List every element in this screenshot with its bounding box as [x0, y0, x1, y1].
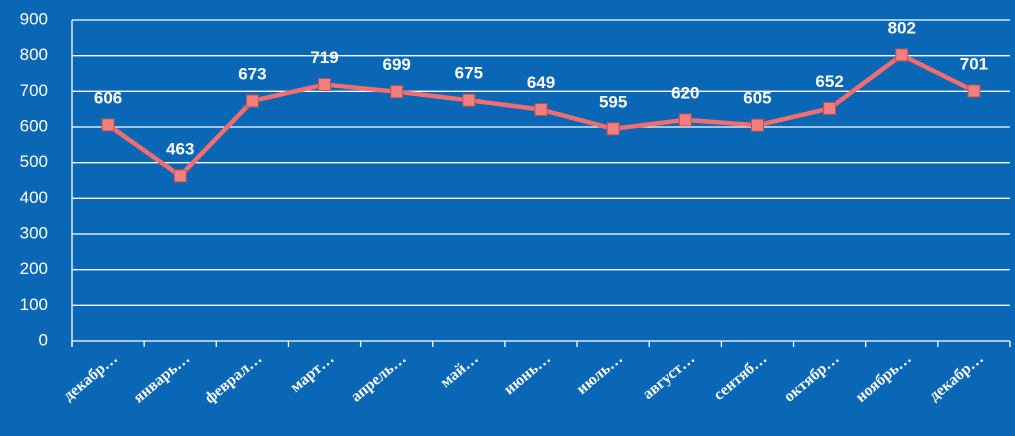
data-label: 595: [599, 92, 627, 111]
data-label: 675: [455, 64, 483, 83]
data-label: 652: [815, 72, 843, 91]
x-tick-label: июль…: [573, 350, 626, 398]
y-tick-label: 100: [20, 295, 48, 314]
marker: [606, 122, 620, 136]
marker: [967, 84, 981, 98]
data-label: 701: [960, 54, 988, 73]
y-tick-label: 300: [20, 223, 48, 242]
data-label: 605: [743, 89, 771, 108]
x-tick-label: май…: [437, 350, 482, 391]
marker: [823, 101, 837, 115]
data-label: 606: [94, 88, 122, 107]
data-label: 620: [671, 83, 699, 102]
marker: [678, 113, 692, 127]
y-tick-label: 700: [20, 81, 48, 100]
x-tick-label: сентяб…: [710, 350, 770, 404]
y-tick-label: 400: [20, 188, 48, 207]
data-label: 673: [238, 64, 266, 83]
marker: [101, 118, 115, 132]
x-tick-label: январь…: [130, 350, 193, 407]
y-tick-label: 0: [39, 330, 48, 349]
x-tick-label: август…: [640, 350, 699, 403]
data-label: 463: [166, 139, 194, 158]
x-tick-label: июнь…: [501, 350, 554, 398]
y-tick-label: 200: [20, 259, 48, 278]
data-label: 802: [888, 18, 916, 37]
marker: [318, 78, 332, 92]
data-label: 719: [310, 48, 338, 67]
marker: [173, 169, 187, 183]
marker: [895, 48, 909, 62]
x-tick-label: апрель…: [348, 350, 410, 406]
x-tick-label: ноябрь…: [852, 350, 914, 406]
marker: [750, 118, 764, 132]
x-tick-label: феврал…: [202, 350, 266, 407]
marker: [462, 93, 476, 107]
y-tick-label: 600: [20, 116, 48, 135]
y-tick-label: 800: [20, 45, 48, 64]
x-tick-label: октябр…: [781, 350, 843, 406]
marker: [390, 85, 404, 99]
y-tick-label: 900: [20, 9, 48, 28]
x-tick-label: декабр…: [926, 350, 987, 405]
data-label: 699: [383, 55, 411, 74]
data-label: 649: [527, 73, 555, 92]
marker: [245, 94, 259, 108]
x-tick-label: декабр…: [60, 350, 121, 405]
marker: [534, 103, 548, 117]
x-tick-label: март…: [287, 350, 337, 396]
y-tick-label: 500: [20, 152, 48, 171]
